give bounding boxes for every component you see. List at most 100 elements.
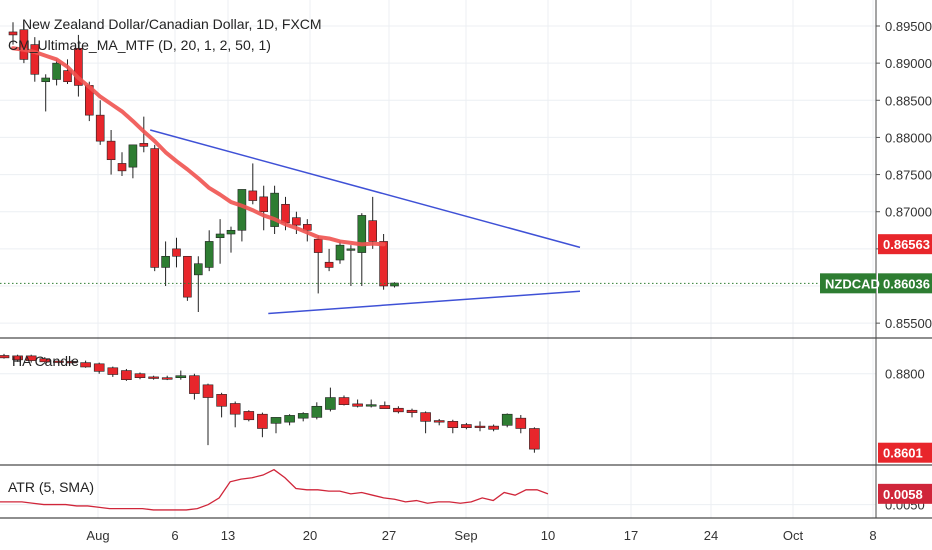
ha-candle-down [406, 409, 418, 413]
candle-up [346, 248, 356, 251]
ha-candle-down [121, 370, 132, 380]
ha-candle-up [175, 375, 187, 378]
grid-lines [0, 0, 876, 518]
candle-down [117, 163, 127, 172]
price-pane [0, 22, 876, 315]
candle-down [368, 220, 378, 242]
candle-down [106, 140, 116, 161]
candle-down [63, 70, 72, 83]
ha-candle-label: HA Candle [12, 353, 79, 369]
candle-down [19, 29, 29, 60]
atr-line [0, 468, 549, 511]
ha-candle-down [66, 361, 78, 364]
ha-candle-down [529, 428, 540, 450]
time-label: 24 [704, 528, 718, 543]
ha-candle-down [80, 362, 91, 368]
time-label: Oct [783, 528, 804, 543]
ha-candle-down [229, 403, 241, 415]
ha-candle-down [447, 421, 459, 428]
candle-down [248, 190, 258, 201]
ha-candle-down [0, 355, 10, 359]
price-axes: 0.89500 0.89000 0.88500 0.88000 0.87500 0.870… [0, 0, 932, 519]
atr-pane [0, 468, 549, 511]
time-label: 13 [221, 528, 235, 543]
candle-up [357, 215, 367, 253]
ha-candle-down [338, 397, 350, 405]
candle-down [183, 255, 192, 298]
time-label: 10 [541, 528, 555, 543]
ha-candle-pane [0, 353, 540, 453]
ha-candle-down [12, 355, 23, 361]
ha-candle-down [216, 394, 227, 407]
candle-down [292, 217, 301, 226]
candle-up [52, 62, 61, 80]
candle-up [335, 244, 345, 261]
candle-up [194, 263, 203, 276]
symbol-badge-bg [820, 273, 876, 294]
ha-value-badge-bg [878, 442, 932, 463]
ha-candle-down [461, 424, 472, 428]
ma-value-badge-bg [878, 234, 932, 255]
candle-down [172, 248, 181, 257]
time-label: 8 [869, 528, 876, 543]
ha-candle-down [379, 405, 391, 409]
ha-candle-down [515, 417, 527, 429]
last-price-badge-bg [878, 273, 932, 294]
ha-candle-down [352, 403, 363, 407]
candle-down [150, 148, 159, 268]
atr-label: ATR (5, SMA) [8, 479, 94, 495]
time-label: 20 [303, 528, 317, 543]
candle-up [237, 189, 247, 231]
ha-candle-up [311, 405, 323, 418]
indicator-label: CM_Ultimate_MA_MTF (D, 20, 1, 2, 50, 1) [8, 37, 271, 53]
candle-up [41, 77, 51, 83]
ha-candle-down [39, 358, 51, 363]
time-label: Sep [454, 528, 477, 543]
ha-candle-down [189, 375, 200, 394]
price-tick-label: 0.88000 [885, 130, 932, 145]
ma-line [11, 46, 386, 247]
time-axis: Aug 6 13 20 27 Sep 10 17 24 Oct 8 [86, 528, 876, 543]
ha-candle-down [393, 407, 404, 413]
ha-candle-down [433, 420, 445, 423]
candle-up [161, 255, 170, 268]
price-tick-label: 0.87000 [885, 205, 932, 220]
time-label: 17 [624, 528, 638, 543]
candle-up [204, 241, 214, 268]
ha-candle-up [270, 417, 282, 424]
candle-down [74, 47, 83, 86]
trendline-upper [150, 129, 581, 249]
trendline-lower [268, 290, 581, 315]
ha-candle-down [202, 384, 214, 398]
price-tick-label: 0.87500 [885, 168, 932, 183]
candle-up [390, 282, 399, 287]
ha-candle-up [501, 413, 513, 426]
time-label: 6 [171, 528, 178, 543]
candle-down [259, 196, 269, 213]
ha-candle-down [474, 425, 486, 428]
candle-down [281, 203, 290, 224]
ha-tick-label: 0.8800 [885, 367, 925, 382]
ma-value-badge: 0.86563 [883, 237, 930, 252]
ha-candle-up [297, 413, 309, 419]
ha-value-badge: 0.8601 [883, 446, 923, 461]
ha-candle-up [365, 404, 377, 407]
ha-candle-down [25, 355, 37, 361]
price-tick-label: 0.89000 [885, 56, 932, 71]
symbol-badge: NZDCAD [825, 276, 880, 291]
candle-down [302, 224, 312, 231]
price-tick-label: 0.85500 [885, 316, 932, 331]
ha-candle-down [134, 373, 146, 378]
candle-up [270, 192, 279, 227]
price-tick-label: 0.89500 [885, 19, 932, 34]
ha-candle-down [161, 377, 173, 380]
candle-up [215, 233, 225, 239]
atr-value-badge: 0.0058 [883, 487, 923, 502]
candle-down [8, 31, 18, 36]
candle-down [379, 241, 388, 287]
ha-candle-down [107, 367, 119, 375]
ha-candle-down [93, 363, 105, 372]
last-price-badge: 0.86036 [883, 276, 930, 291]
ha-candle-down [420, 412, 431, 422]
